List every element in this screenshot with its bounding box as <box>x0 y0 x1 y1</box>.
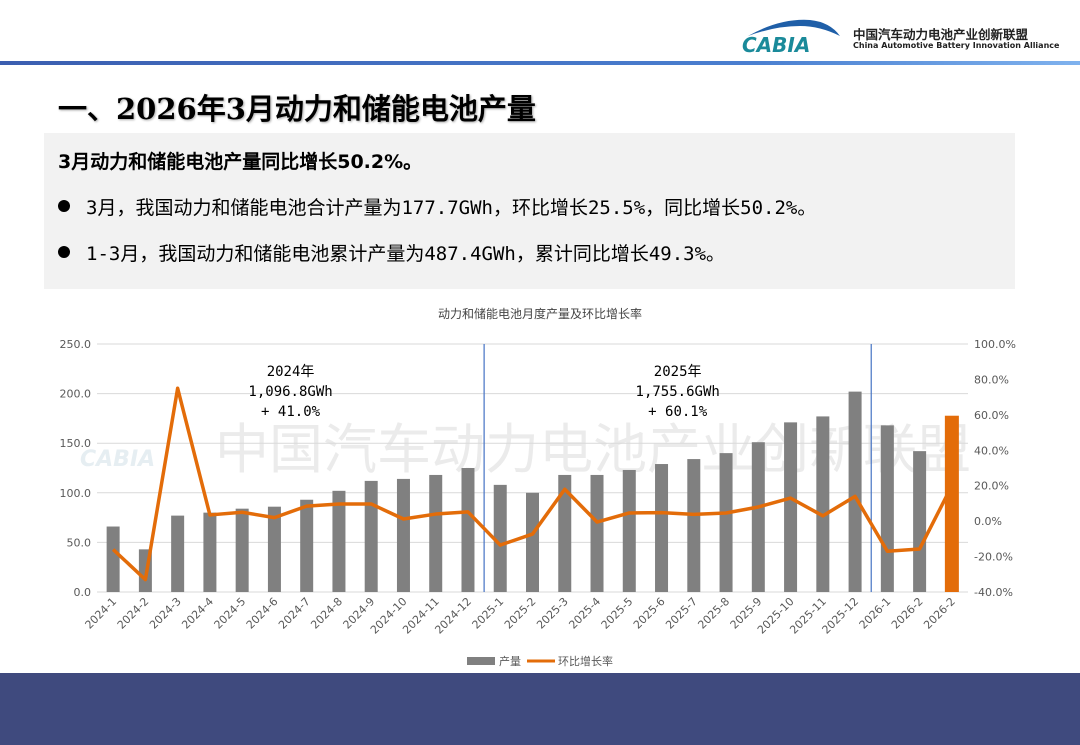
bullet-icon <box>58 246 70 258</box>
summary-bullet: 3月，我国动力和储能电池合计产量为177.7GWh，环比增长25.5%，同比增长… <box>58 193 816 220</box>
right-axis-tick: 40.0% <box>974 444 1009 457</box>
chart: 中国汽车动力电池产业创新联盟 CABIA 0.0 50.0 100.0 150.0 200.… <box>60 338 1016 668</box>
x-axis-tick: 2025-2 <box>502 595 539 632</box>
summary-headline: 3月动力和储能电池产量同比增长50.2%。 <box>58 151 423 173</box>
bar-2025-8 <box>719 453 733 592</box>
x-axis-tick: 2024-7 <box>276 595 313 632</box>
right-axis-tick: 100.0% <box>974 338 1016 351</box>
bar-2024-3 <box>171 515 185 592</box>
bar-2024-8 <box>332 490 346 592</box>
annotation-0: 2024年 <box>267 364 315 380</box>
bar-2025-3 <box>558 474 572 592</box>
left-axis-tick: 50.0 <box>67 536 92 549</box>
org-name-cn: 中国汽车动力电池产业创新联盟 <box>853 27 1029 42</box>
legend-label: 环比增长率 <box>558 654 613 668</box>
bar-2025-7 <box>687 459 701 592</box>
page-title: 一、2026年3月动力和储能电池产量 <box>58 92 536 126</box>
bar-2024-1 <box>106 526 120 592</box>
x-axis-tick: 2025-3 <box>534 595 571 632</box>
x-axis-tick: 2025-5 <box>599 595 636 632</box>
x-axis-tick: 2025-7 <box>663 595 700 632</box>
bullet-icon <box>58 200 70 212</box>
bar-2026-1 <box>880 425 894 592</box>
annotation-0: 1,096.8GWh <box>248 384 332 400</box>
x-axis-tick: 2024-6 <box>244 595 281 632</box>
org-name-en: China Automotive Battery Innovation Alli… <box>853 41 1060 50</box>
legend-label: 产量 <box>499 654 521 668</box>
cabia-logo-mark: CABIA <box>742 19 840 56</box>
bar-2024-9 <box>364 480 378 592</box>
bar-2025-12 <box>848 391 862 592</box>
left-axis-tick: 0.0 <box>74 586 92 599</box>
x-axis-tick: 2025-8 <box>695 595 732 632</box>
x-axis-tick: 2026-2 <box>889 595 926 632</box>
annotation-1: 2025年 <box>654 364 702 380</box>
left-axis-tick: 150.0 <box>60 437 92 450</box>
annotation-1: + 60.1% <box>648 404 708 420</box>
svg-text:CABIA: CABIA <box>742 33 810 56</box>
left-axis-tick: 250.0 <box>60 338 92 351</box>
footer-band <box>0 673 1080 745</box>
x-axis-tick: 2025-6 <box>631 595 668 632</box>
bar-2024-6 <box>267 506 281 592</box>
bar-2025-4 <box>590 474 604 592</box>
x-axis-tick: 2024-8 <box>308 595 345 632</box>
right-axis-tick: -20.0% <box>974 551 1013 564</box>
bar-2026-2 <box>944 415 959 592</box>
right-axis-tick: 80.0% <box>974 373 1009 386</box>
x-axis-tick: 2024-3 <box>147 595 184 632</box>
bar-2024-11 <box>429 474 443 592</box>
left-axis-tick: 200.0 <box>60 388 92 401</box>
watermark-logo: CABIA <box>80 447 155 472</box>
bar-2025-5 <box>622 469 636 592</box>
summary-bullet: 1-3月，我国动力和储能电池累计产量为487.4GWh，累计同比增长49.3%。 <box>58 239 725 266</box>
right-axis-tick: 20.0% <box>974 480 1009 493</box>
x-axis-tick: 2026-1 <box>857 595 894 632</box>
annotation-0: + 41.0% <box>261 404 321 420</box>
bar-2024-10 <box>396 478 410 592</box>
left-axis-tick: 100.0 <box>60 487 92 500</box>
chart-title: 动力和储能电池月度产量及环比增长率 <box>437 307 642 321</box>
annotation-1: 1,755.6GWh <box>636 384 720 400</box>
bar-2024-5 <box>235 508 249 592</box>
x-axis-tick: 2025-1 <box>470 595 507 632</box>
right-axis-tick: 0.0% <box>974 515 1002 528</box>
x-axis-tick: 2024-5 <box>212 595 249 632</box>
x-axis-tick: 2025-4 <box>566 595 603 632</box>
bar-2025-6 <box>655 464 669 592</box>
header-divider <box>0 61 1080 65</box>
bar-2025-10 <box>784 422 798 592</box>
bar-2024-4 <box>203 512 217 592</box>
watermark-text: 中国汽车动力电池产业创新联盟 <box>215 418 971 481</box>
bar-2024-7 <box>300 499 314 592</box>
x-axis-tick: 2024-1 <box>83 595 120 632</box>
bar-2025-11 <box>816 416 830 592</box>
legend-bar-swatch <box>467 657 495 665</box>
x-axis-tick: 2024-4 <box>179 595 216 632</box>
bar-2024-12 <box>461 468 475 592</box>
cabia-logo: CABIA 中国汽车动力电池产业创新联盟 China Automotive Ba… <box>740 16 1080 56</box>
bar-2026-2 <box>913 451 927 592</box>
summary-box: 3月动力和储能电池产量同比增长50.2%。 3月，我国动力和储能电池合计产量为1… <box>44 133 1015 289</box>
x-axis-tick: 2024-2 <box>115 595 152 632</box>
right-axis-tick: 60.0% <box>974 409 1009 422</box>
bar-2025-9 <box>751 442 765 592</box>
x-axis-tick: 2026-2 <box>921 595 958 632</box>
bar-2025-1 <box>493 484 507 592</box>
right-axis-tick: -40.0% <box>974 586 1013 599</box>
bar-2025-2 <box>526 492 539 592</box>
